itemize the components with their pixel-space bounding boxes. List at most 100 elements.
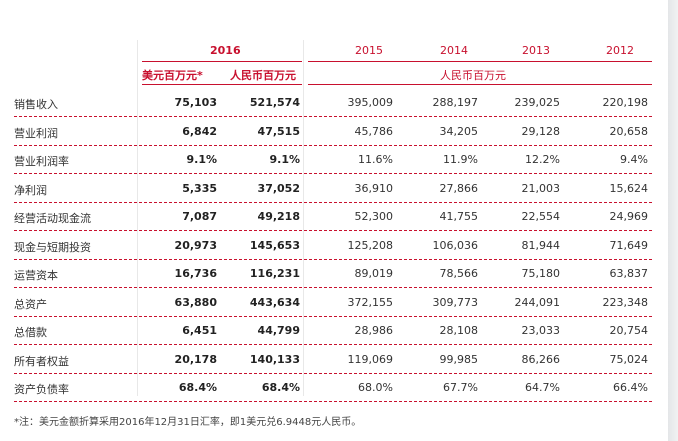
cell-y2014: 288,197	[432, 96, 479, 109]
cell-y2013: 29,128	[521, 124, 561, 138]
cell-usd: 20,973	[174, 238, 217, 252]
cell-y2013: 244,091	[514, 295, 561, 309]
cell-rmb: 44,799	[257, 324, 300, 337]
cell-y2013: 81,944	[521, 238, 561, 252]
cell-rmb: 140,133	[249, 352, 300, 366]
cell-y2012: 66.4%	[613, 381, 648, 394]
cell-y2012: 223,348	[602, 295, 649, 309]
table-row: 总借款 6,451 44,799 28,986 28,108 23,033 20,754	[14, 316, 652, 345]
cell-rmb: 9.1%	[269, 153, 300, 166]
cell-rmb: 49,218	[257, 210, 300, 223]
cell-usd: 6,451	[182, 324, 217, 337]
header-rule-2016	[142, 61, 302, 62]
cell-y2014: 309,773	[432, 295, 479, 309]
column-separator	[137, 40, 138, 396]
cell-y2015: 68.0%	[358, 381, 393, 394]
cell-y2013: 23,033	[521, 324, 561, 337]
table-row: 销售收入 75,103 521,574 395,009 288,197 239,025 22…	[14, 88, 652, 117]
footnote: *注：美元金额折算采用2016年12月31日汇率，即1美元兑6.9448元人民币…	[14, 417, 362, 428]
rmb-unit-label: 人民币百万元	[230, 69, 296, 82]
row-label: 运营资本	[14, 269, 58, 282]
cell-y2013: 239,025	[514, 96, 561, 109]
row-label: 总借款	[14, 326, 47, 339]
cell-y2015: 119,069	[347, 352, 394, 366]
cell-y2014: 11.9%	[443, 153, 478, 166]
row-label: 营业利润	[14, 126, 58, 140]
table-row: 现金与短期投资 20,973 145,653 125,208 106,036 81,944…	[14, 231, 652, 260]
cell-y2015: 28,986	[354, 324, 394, 337]
table-row: 营业利润率 9.1% 9.1% 11.6% 11.9% 12.2% 9.4%	[14, 145, 652, 174]
cell-usd: 5,335	[182, 181, 217, 195]
row-label: 资产负债率	[14, 383, 69, 396]
year-header-2015: 2015	[355, 44, 383, 57]
row-label: 经营活动现金流	[14, 212, 91, 225]
cell-y2012: 24,969	[609, 210, 649, 223]
column-separator	[303, 40, 304, 396]
cell-y2014: 27,866	[439, 181, 479, 195]
row-label: 销售收入	[14, 98, 58, 111]
scrollbar[interactable]	[668, 0, 678, 441]
cell-usd: 20,178	[174, 352, 217, 366]
cell-usd: 75,103	[174, 96, 217, 109]
cell-y2012: 63,837	[609, 267, 649, 280]
cell-y2013: 86,266	[521, 352, 561, 366]
cell-y2013: 64.7%	[525, 381, 560, 394]
cell-y2015: 52,300	[354, 210, 394, 223]
cell-usd: 63,880	[174, 295, 217, 309]
cell-y2012: 20,658	[609, 124, 649, 138]
cell-y2012: 220,198	[602, 96, 649, 109]
usd-unit-label: 美元百万元*	[142, 69, 203, 82]
cell-y2014: 106,036	[432, 238, 479, 252]
cell-rmb: 68.4%	[261, 381, 300, 394]
cell-rmb: 116,231	[249, 267, 300, 280]
year-header-2013: 2013	[522, 44, 550, 57]
cell-y2014: 34,205	[439, 124, 479, 138]
cell-y2012: 15,624	[609, 181, 649, 195]
cell-usd: 7,087	[182, 210, 217, 223]
cell-rmb: 37,052	[257, 181, 300, 195]
table-row: 经营活动现金流 7,087 49,218 52,300 41,755 22,554 24,9…	[14, 202, 652, 231]
cell-usd: 68.4%	[178, 381, 217, 394]
cell-y2012: 20,754	[609, 324, 649, 337]
cell-y2012: 9.4%	[620, 153, 648, 166]
year-header-2016: 2016	[210, 44, 241, 57]
year-header-2012: 2012	[606, 44, 634, 57]
cell-rmb: 47,515	[257, 124, 300, 138]
row-label: 所有者权益	[14, 354, 69, 368]
table-row: 净利润 5,335 37,052 36,910 27,866 21,003 15,624	[14, 174, 652, 203]
cell-rmb: 521,574	[249, 96, 300, 109]
cell-y2014: 28,108	[439, 324, 479, 337]
cell-y2013: 12.2%	[525, 153, 560, 166]
table-row: 总资产 63,880 443,634 372,155 309,773 244,091 223…	[14, 288, 652, 317]
cell-y2014: 41,755	[439, 210, 479, 223]
cell-usd: 9.1%	[186, 153, 217, 166]
cell-y2012: 75,024	[609, 352, 649, 366]
year-header-2014: 2014	[440, 44, 468, 57]
cell-y2013: 22,554	[521, 210, 561, 223]
cell-usd: 16,736	[174, 267, 217, 280]
unit-rule-2016	[142, 84, 302, 85]
cell-y2015: 45,786	[354, 124, 394, 138]
cell-y2015: 395,009	[347, 96, 394, 109]
cell-y2015: 36,910	[354, 181, 394, 195]
cell-y2015: 11.6%	[358, 153, 393, 166]
cell-y2015: 89,019	[354, 267, 394, 280]
cell-y2014: 67.7%	[443, 381, 478, 394]
cell-rmb: 443,634	[249, 295, 300, 309]
table-row: 所有者权益 20,178 140,133 119,069 99,985 86,266 75,…	[14, 345, 652, 374]
row-label: 营业利润率	[14, 155, 69, 168]
row-label: 总资产	[14, 297, 47, 311]
cell-y2013: 75,180	[521, 267, 561, 280]
cell-y2014: 78,566	[439, 267, 479, 280]
table-row: 资产负债率 68.4% 68.4% 68.0% 67.7% 64.7% 66.4%	[14, 373, 652, 402]
cell-usd: 6,842	[182, 124, 217, 138]
table-row: 营业利润 6,842 47,515 45,786 34,205 29,128 20,658	[14, 117, 652, 146]
row-label: 净利润	[14, 183, 47, 197]
cell-y2013: 21,003	[521, 181, 561, 195]
history-unit-label: 人民币百万元	[440, 69, 506, 82]
cell-y2012: 71,649	[609, 238, 649, 252]
cell-rmb: 145,653	[249, 238, 300, 252]
unit-rule-history	[308, 84, 652, 85]
cell-y2015: 125,208	[347, 238, 394, 252]
row-label: 现金与短期投资	[14, 240, 91, 254]
